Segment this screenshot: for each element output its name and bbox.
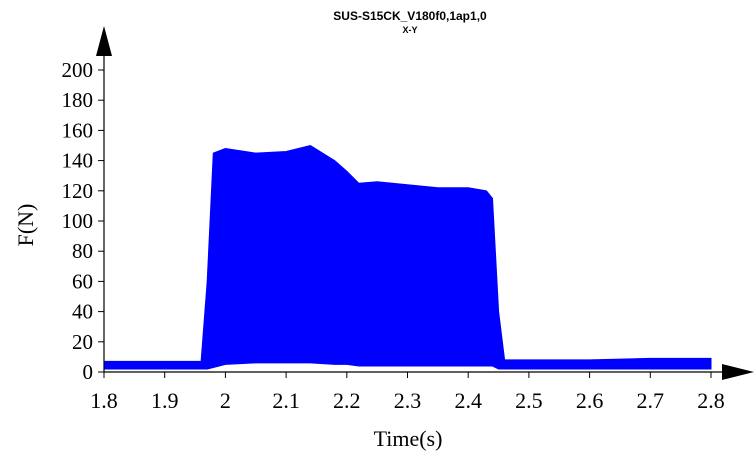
y-tick-label: 160	[62, 118, 94, 142]
y-axis-arrow	[96, 26, 112, 56]
chart-title: SUS-S15CK_V180f0,1ap1,0	[333, 9, 487, 23]
x-tick-label: 2.6	[576, 388, 604, 413]
y-tick-label: 60	[72, 269, 93, 293]
x-axis-label: Time(s)	[374, 426, 443, 451]
x-tick-label: 2.5	[515, 388, 543, 413]
y-tick-label: 80	[72, 239, 93, 263]
data-layer	[103, 144, 712, 370]
y-tick-label: 200	[62, 58, 94, 82]
y-tick-label: 20	[72, 330, 93, 354]
series-line	[103, 148, 712, 370]
x-tick-label: 2.8	[697, 388, 725, 413]
y-tick-label: 180	[62, 88, 94, 112]
x-tick-label: 2	[220, 388, 231, 413]
y-tick-label: 140	[62, 149, 94, 173]
y-tick-label: 100	[62, 209, 94, 233]
x-tick-label: 2.2	[333, 388, 361, 413]
x-tick-label: 1.8	[90, 388, 118, 413]
y-tick-label: 120	[62, 179, 94, 203]
x-tick-label: 2.3	[394, 388, 422, 413]
x-tick-label: 2.1	[272, 388, 300, 413]
x-axis-arrow	[722, 364, 754, 380]
x-tick-label: 2.4	[454, 388, 482, 413]
chart-subtitle: X-Y	[402, 25, 417, 35]
y-tick-label: 0	[83, 360, 94, 384]
y-axis-label: F(N)	[13, 204, 38, 247]
x-tick-label: 2.7	[637, 388, 665, 413]
x-tick-label: 1.9	[151, 388, 179, 413]
tick-layer: 1.8 1.9 2 2.1 2.2 2.3 2.4 2.5 2.6 2.7 2.8 0 20 40 60 80…	[62, 58, 725, 413]
y-tick-label: 40	[72, 300, 93, 324]
